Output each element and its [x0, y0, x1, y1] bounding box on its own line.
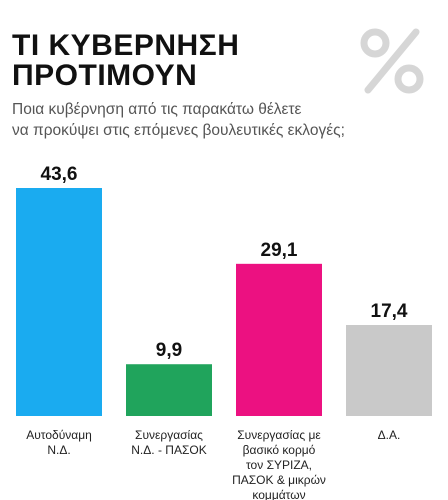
value-label-3: 29,1	[261, 240, 298, 261]
bar-2	[126, 364, 212, 416]
chart-subtitle-line-1: Ποια κυβέρνηση από τις παρακάτω θέλετε	[12, 101, 302, 118]
category-label-3-line-3: τον ΣΥΡΙΖΑ,	[246, 458, 312, 472]
category-label-2-line-1: Συνεργασίας	[135, 428, 203, 442]
bar-3	[236, 263, 322, 416]
category-label-1-line-1: Αυτοδύναμη	[26, 428, 92, 442]
category-label-3-line-2: βασικό κορμό	[243, 443, 316, 457]
bar-4	[346, 325, 432, 416]
category-label-4-line-1: Δ.Α.	[378, 428, 401, 442]
category-label-3-line-1: Συνεργασίας με	[237, 428, 321, 442]
chart-title-line-1: ΤΙ ΚΥΒΕΡΝΗΣΗ	[12, 29, 240, 62]
category-label-2-line-2: Ν.Δ. - ΠΑΣΟΚ	[131, 443, 206, 457]
chart-subtitle-line-2: να προκύψει στις επόμενες βουλευτικές εκ…	[12, 122, 345, 139]
category-label-3-line-4: ΠΑΣΟΚ & μικρών	[232, 473, 326, 487]
percent-icon	[360, 28, 424, 94]
chart-title-line-2: ΠΡΟΤΙΜΟΥΝ	[12, 59, 198, 92]
value-label-4: 17,4	[371, 301, 408, 322]
bar-1	[16, 188, 102, 416]
value-label-1: 43,6	[41, 164, 78, 185]
category-label-1-line-2: Ν.Δ.	[47, 443, 70, 457]
category-label-3-line-5: κομμάτων	[252, 488, 305, 500]
value-label-2: 9,9	[156, 340, 182, 361]
